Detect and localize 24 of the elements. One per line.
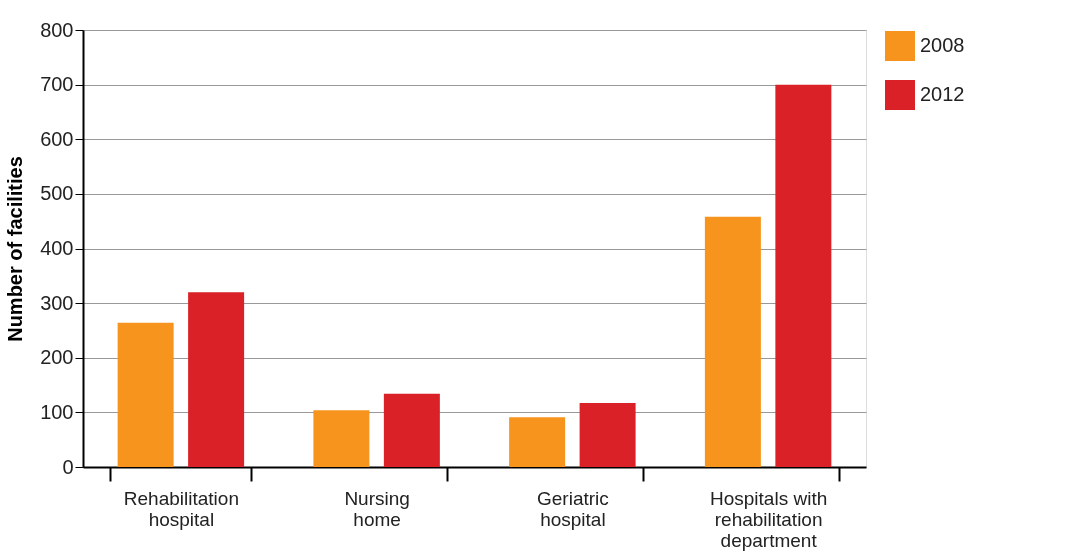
y-tick-label: 100 [40, 400, 74, 423]
legend-label: 2012 [920, 83, 965, 105]
x-tick-label: Rehabilitation hospital [123, 487, 239, 530]
bar [509, 417, 566, 467]
y-tick-label: 200 [40, 346, 74, 369]
bar [383, 393, 440, 467]
x-tick-label: Hospitals with rehabilitation department [710, 487, 828, 551]
y-axis-title: Number of facilities [4, 156, 27, 342]
legend-label: 2008 [920, 34, 965, 56]
bar [117, 322, 174, 467]
bar [313, 410, 370, 467]
y-tick-label: 800 [40, 18, 74, 41]
y-tick-label: 600 [40, 127, 74, 150]
x-tick-label: Nursing home [344, 487, 410, 530]
bar [579, 403, 636, 467]
y-tick-label: 0 [62, 455, 74, 478]
y-tick-label: 300 [40, 291, 74, 314]
bar [775, 84, 832, 467]
bar [704, 216, 761, 467]
y-tick-label: 700 [40, 73, 74, 96]
bar [188, 292, 245, 467]
x-tick-label: Geriatric hospital [536, 487, 609, 530]
y-tick-label: 400 [40, 237, 74, 259]
y-tick-label: 500 [40, 182, 74, 205]
